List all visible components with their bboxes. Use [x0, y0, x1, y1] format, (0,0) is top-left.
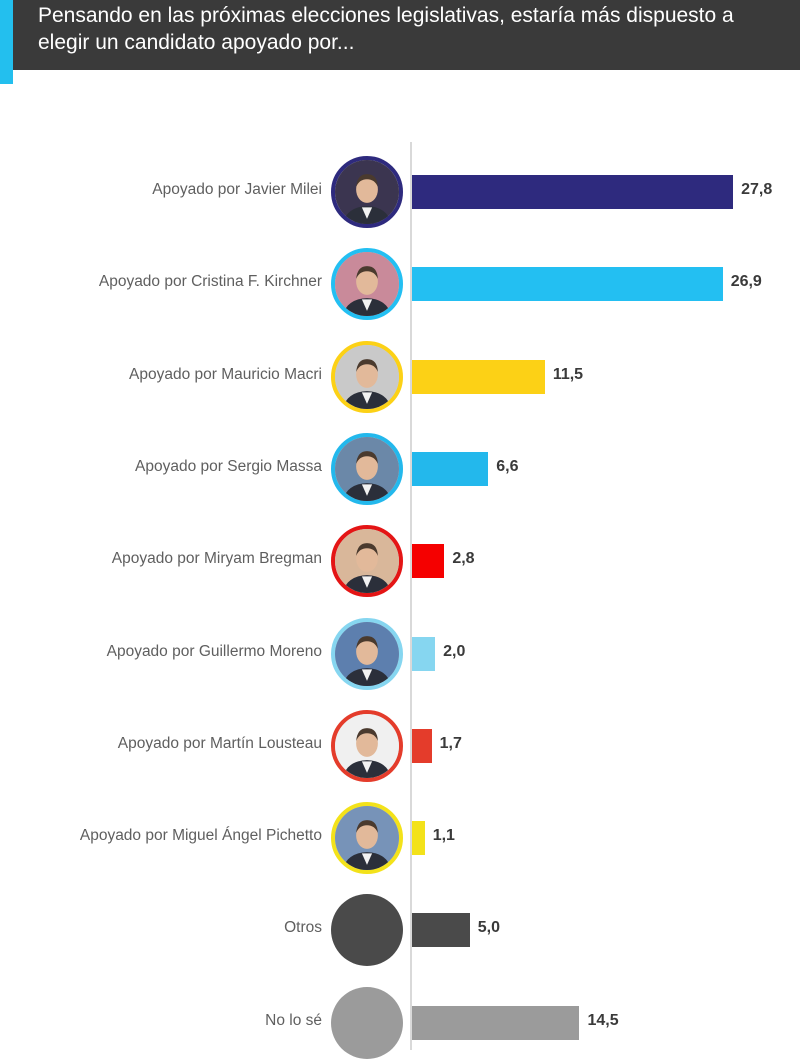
category-label: Apoyado por Sergio Massa	[135, 457, 322, 475]
chart-row: Apoyado por Miguel Ángel Pichetto 1,1	[0, 798, 800, 878]
data-label: 1,1	[432, 827, 455, 845]
bar	[412, 451, 489, 486]
chart-title: Pensando en las próximas elecciones legi…	[38, 4, 734, 54]
chart-row: Apoyado por Cristina F. Kirchner 26,9	[0, 244, 800, 324]
category-label: Apoyado por Cristina F. Kirchner	[98, 273, 322, 291]
data-label: 5,0	[477, 919, 500, 937]
portrait-icon	[331, 802, 403, 875]
chart-axis-line	[410, 142, 412, 1050]
bar	[412, 821, 425, 856]
bar	[412, 359, 545, 394]
gray-circle-icon	[331, 894, 403, 967]
portrait-icon	[331, 709, 403, 782]
chart-header: Pensando en las próximas elecciones legi…	[0, 0, 800, 70]
chart-row: No lo sé 14,5	[0, 983, 800, 1063]
portrait-icon	[331, 248, 403, 321]
portrait-icon	[331, 156, 403, 228]
data-label: 2,8	[452, 550, 475, 568]
category-label: Otros	[284, 919, 322, 937]
bar	[412, 1005, 580, 1040]
data-label: 26,9	[730, 273, 762, 291]
bar	[412, 728, 432, 763]
chart-row: Apoyado por Martín Lousteau 1,7	[0, 706, 800, 786]
chart-row: Apoyado por Mauricio Macri 11,5	[0, 337, 800, 417]
data-label: 6,6	[496, 457, 519, 475]
bar	[412, 267, 723, 302]
bar	[412, 175, 734, 209]
header-accent-bar	[0, 0, 13, 84]
category-label: Apoyado por Martín Lousteau	[117, 734, 322, 752]
portrait-icon	[331, 617, 403, 690]
chart-row: Apoyado por Miryam Bregman 2,8	[0, 521, 800, 601]
category-label: Apoyado por Miryam Bregman	[111, 550, 322, 568]
category-label: No lo sé	[265, 1011, 322, 1029]
data-label: 2,0	[443, 642, 466, 660]
data-label: 11,5	[552, 365, 584, 383]
bar	[412, 913, 470, 948]
portrait-icon	[331, 525, 403, 598]
bar	[412, 636, 436, 671]
gray-circle-icon	[331, 986, 403, 1059]
chart-row: Apoyado por Guillermo Moreno 2,0	[0, 614, 800, 694]
category-label: Apoyado por Miguel Ángel Pichetto	[79, 827, 322, 845]
portrait-icon	[331, 432, 403, 505]
chart-row: Otros 5,0	[0, 890, 800, 970]
chart-row: Apoyado por Javier Milei 27,8	[0, 152, 800, 232]
category-label: Apoyado por Javier Milei	[152, 181, 322, 198]
category-label: Apoyado por Guillermo Moreno	[106, 642, 322, 660]
data-label: 1,7	[439, 734, 462, 752]
portrait-icon	[331, 340, 403, 413]
category-label: Apoyado por Mauricio Macri	[129, 365, 322, 383]
bar	[412, 544, 445, 579]
data-label: 14,5	[587, 1011, 619, 1029]
data-label: 27,8	[741, 181, 773, 198]
chart-row: Apoyado por Sergio Massa 6,6	[0, 429, 800, 509]
